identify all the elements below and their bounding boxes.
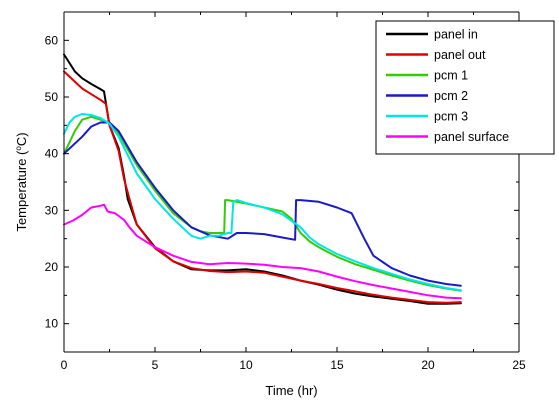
y-tick-label: 10	[45, 317, 59, 331]
legend-label-panel-in: panel in	[434, 28, 478, 42]
legend-label-panel-out: panel out	[434, 48, 486, 62]
ticks-layer: 0 5 10 15 20 25 10 20 30 40 50 60	[45, 11, 526, 372]
legend-label-pcm-1: pcm 1	[434, 69, 468, 83]
series-layer	[63, 53, 462, 305]
x-tick-label: 10	[239, 358, 253, 372]
legend-label-panel-surface: panel surface	[434, 130, 509, 144]
x-tick-label: 25	[512, 358, 526, 372]
y-tick-label: 20	[45, 260, 59, 274]
y-tick-label: 50	[45, 90, 59, 104]
legend: panel in panel out pcm 1 pcm 2 pcm 3 panel su…	[375, 20, 555, 155]
series-line-pcm-3	[63, 113, 462, 292]
x-tick-label: 5	[152, 358, 159, 372]
y-axis-label-main: Temperature (	[14, 150, 29, 232]
y-tick-label: 60	[45, 33, 59, 47]
y-axis-label-unit: C)	[14, 132, 29, 146]
series-line-panel-out	[63, 70, 462, 304]
y-tick-label: 30	[45, 203, 59, 217]
y-tick-label: 40	[45, 147, 59, 161]
x-axis-label: Time (hr)	[265, 383, 317, 398]
legend-label-pcm-3: pcm 3	[434, 110, 468, 124]
legend-box	[375, 20, 555, 155]
series-line-panel-surface	[63, 203, 462, 300]
y-axis-label: Temperature (oC)	[14, 132, 29, 231]
y-axis-label-superscript: o	[14, 146, 23, 151]
legend-label-pcm-2: pcm 2	[434, 89, 468, 103]
x-tick-label: 15	[330, 358, 344, 372]
x-tick-label: 20	[421, 358, 435, 372]
x-tick-label: 0	[61, 358, 68, 372]
